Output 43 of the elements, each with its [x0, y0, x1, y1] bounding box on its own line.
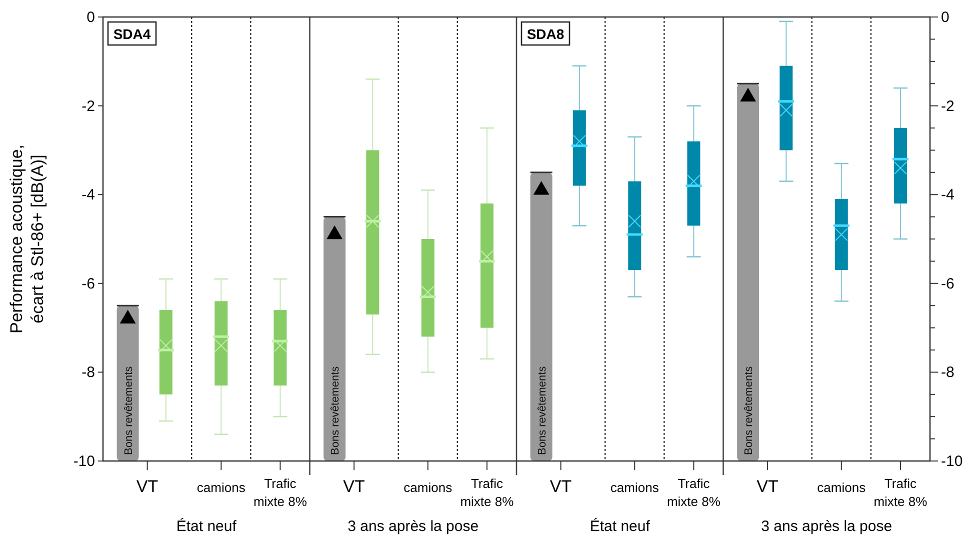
- point: [740, 88, 756, 102]
- x-tick-label: camions: [610, 480, 660, 495]
- text: 3 ans après la pose: [761, 518, 892, 535]
- y2-tick-label: -4: [941, 186, 954, 204]
- bar: [530, 172, 552, 461]
- x-tick-label: VT: [136, 477, 158, 496]
- y2-tick-label: -8: [941, 364, 954, 382]
- x-tick-label: camions: [404, 480, 453, 495]
- y2-tick-label: -10: [941, 453, 963, 470]
- x-tick-label: Trafic mixte 8%: [253, 476, 308, 509]
- text: Bons revêtements: [743, 366, 756, 455]
- y2-tick-label: -6: [941, 275, 954, 292]
- y-tick-label: 0: [86, 9, 95, 26]
- bar: [116, 306, 139, 461]
- y-tick-label: -10: [73, 453, 95, 470]
- point: [326, 225, 343, 240]
- point: [120, 310, 136, 324]
- annotation: SDA4: [113, 26, 151, 42]
- series-label: Bons revêtements: [122, 366, 135, 455]
- x-tick-label: Trafic mixte 8%: [666, 476, 721, 509]
- text: Bons revêtements: [536, 366, 548, 455]
- y2-tick-label: 0: [941, 9, 950, 26]
- y-tick-label: -6: [82, 275, 95, 292]
- text: 3 ans après la pose: [348, 518, 479, 535]
- y-tick-label: -4: [82, 186, 95, 204]
- x-tick-label: Trafic mixte 8%: [460, 476, 514, 509]
- text: État neuf: [176, 517, 238, 535]
- x-tick-label: Trafic mixte 8%: [874, 476, 928, 509]
- x-tick-label: camions: [817, 480, 866, 495]
- x-tick-label: VT: [756, 477, 778, 496]
- point: [533, 180, 550, 195]
- x-tick-label: VT: [343, 477, 365, 496]
- bar: [737, 84, 760, 461]
- y2-tick-label: -2: [941, 98, 954, 115]
- text: Bons revêtements: [330, 366, 342, 455]
- y-tick-label: -2: [82, 98, 95, 115]
- text: État neuf: [590, 517, 651, 535]
- x-tick-label: VT: [550, 477, 572, 496]
- bar: [324, 216, 346, 461]
- y-axis-title: Performance acoustique, écart à Stl-86+ [dB(A)]: [7, 144, 47, 334]
- annotation: SDA8: [526, 26, 564, 42]
- x-tick-label: camions: [196, 480, 246, 495]
- y-tick-label: -8: [82, 364, 95, 382]
